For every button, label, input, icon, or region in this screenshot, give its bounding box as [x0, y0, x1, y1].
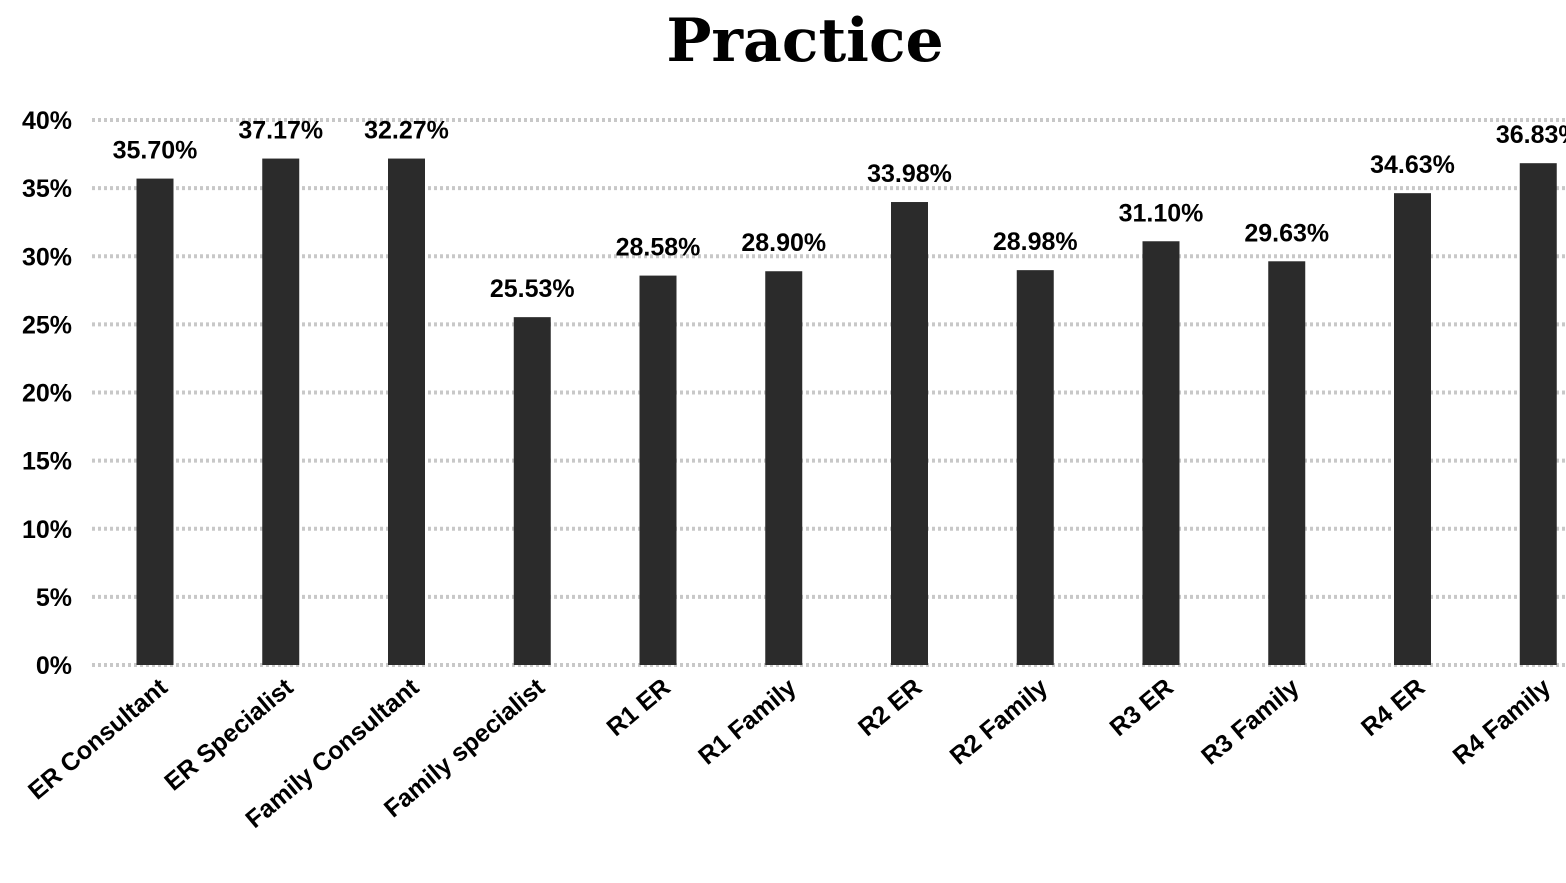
y-tick-label: 5% [36, 584, 72, 612]
data-label: 28.98% [993, 228, 1078, 256]
x-tick-label: R2 ER [853, 673, 927, 742]
data-label: 29.63% [1244, 219, 1329, 247]
bar [136, 178, 174, 665]
x-tick-label: R3 ER [1104, 673, 1178, 742]
y-tick-label: 35% [22, 175, 72, 203]
y-tick-label: 0% [36, 652, 72, 680]
x-tick-label: R1 Family [693, 673, 802, 770]
x-tick-label: ER Consultant [23, 673, 173, 806]
x-tick-label: ER Specialist [159, 673, 299, 797]
data-label: 35.70% [113, 137, 198, 165]
bar [1394, 193, 1431, 665]
bars [136, 158, 1557, 665]
x-tick-label: R4 ER [1356, 673, 1430, 742]
y-tick-label: 15% [22, 448, 72, 476]
gridlines [92, 118, 1566, 667]
y-axis-tick-labels: 0% 5% 10% 15% 20% 25% 30% 35% 40% [22, 107, 72, 680]
data-label: 37.17% [238, 117, 323, 145]
bar [388, 158, 425, 665]
y-tick-label: 40% [22, 107, 72, 135]
bar [765, 271, 803, 665]
bar [639, 275, 677, 665]
x-tick-label: R1 ER [601, 673, 675, 742]
chart-title: Practice [666, 6, 944, 76]
data-label: 28.90% [741, 229, 826, 257]
x-tick-label: R3 Family [1196, 673, 1305, 770]
bar [513, 317, 551, 665]
x-tick-label: R2 Family [945, 673, 1054, 770]
bar [1519, 163, 1557, 665]
bar [1142, 241, 1180, 665]
data-label: 28.58% [616, 234, 701, 262]
bar [1268, 261, 1306, 665]
x-tick-label: R4 Family [1448, 673, 1557, 770]
data-label: 34.63% [1370, 151, 1455, 179]
bar [891, 202, 928, 665]
y-tick-label: 25% [22, 311, 72, 339]
data-label: 36.83% [1496, 121, 1566, 149]
y-tick-label: 30% [22, 243, 72, 271]
data-label: 31.10% [1119, 199, 1204, 227]
data-label: 25.53% [490, 275, 575, 303]
y-tick-label: 10% [22, 516, 72, 544]
data-label: 33.98% [867, 160, 952, 188]
data-labels: 35.70% 37.17% 32.27% 25.53% 28.58% 28.90% 33.9… [113, 117, 1566, 304]
bar [262, 158, 300, 665]
y-tick-label: 20% [22, 380, 72, 408]
data-label: 32.27% [364, 117, 449, 145]
bar [1016, 270, 1054, 665]
